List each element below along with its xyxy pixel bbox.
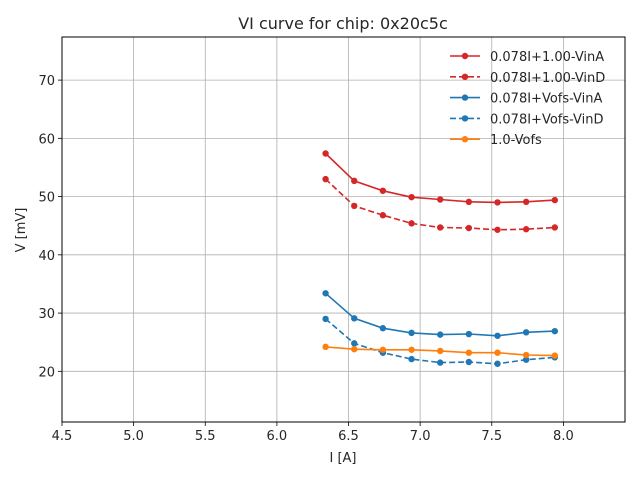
x-tick-label: 5.5: [195, 429, 216, 444]
series-line: [325, 152, 555, 204]
legend-marker: [461, 136, 469, 143]
data-point: [494, 226, 501, 233]
x-tick-label: 5.0: [123, 429, 144, 444]
legend-marker: [461, 94, 469, 101]
legend-item: 0.078I+Vofs-VinA: [450, 92, 603, 107]
legend-label: 0.078I+1.00-VinA: [490, 50, 604, 65]
x-tick-label: 6.0: [267, 429, 288, 444]
data-point: [379, 346, 387, 353]
data-point: [408, 329, 415, 337]
data-point: [522, 329, 530, 336]
data-point: [522, 351, 530, 359]
data-point: [322, 315, 329, 323]
legend-marker: [461, 73, 469, 81]
data-point: [522, 198, 530, 206]
data-point: [465, 349, 473, 356]
data-point: [351, 202, 358, 210]
x-axis-label: I [A]: [329, 451, 356, 466]
data-point: [465, 358, 473, 366]
series-4: [322, 343, 559, 359]
legend-item: 1.0-Vofs: [450, 133, 542, 148]
data-point: [408, 346, 415, 353]
data-point: [494, 199, 501, 206]
y-tick-label: 60: [38, 132, 55, 147]
series-0: [322, 150, 559, 206]
x-axis: 4.5 5.0 5.5 6.0 6.5 7.0 7.5 8.0: [52, 422, 574, 444]
legend-label: 0.078I+Vofs-VinA: [490, 92, 603, 107]
series-line: [325, 292, 555, 337]
y-tick-label: 40: [38, 249, 55, 264]
data-point: [408, 355, 415, 363]
legend-item: 0.078I+1.00-VinA: [450, 50, 604, 65]
data-point: [522, 226, 530, 233]
legend-label: 1.0-Vofs: [490, 133, 542, 148]
legend-label: 0.078I+1.00-VinD: [490, 71, 605, 86]
series-line: [325, 318, 555, 365]
y-tick-label: 20: [38, 365, 55, 380]
data-point: [351, 315, 358, 322]
data-point: [351, 177, 358, 185]
data-point: [408, 220, 415, 227]
x-tick-label: 6.5: [338, 429, 359, 444]
legend-marker: [461, 115, 469, 122]
data-point: [494, 349, 501, 356]
data-point: [522, 356, 530, 363]
data-point: [465, 330, 473, 338]
y-axis: 20 30 40 50 60 70: [38, 74, 62, 380]
data-point: [379, 212, 387, 219]
data-point: [551, 327, 559, 335]
data-point: [408, 193, 415, 201]
grid: [61, 37, 625, 422]
data-point: [322, 343, 329, 351]
data-point: [436, 196, 444, 203]
data-point: [379, 325, 387, 332]
data-point: [494, 332, 501, 339]
data-point: [351, 340, 358, 347]
y-tick-label: 50: [38, 191, 55, 206]
x-tick-label: 4.5: [52, 429, 73, 444]
x-tick-label: 7.5: [481, 429, 502, 444]
data-point: [322, 175, 329, 183]
series-layer: [322, 150, 559, 367]
y-tick-label: 70: [38, 74, 55, 89]
data-point: [494, 360, 501, 367]
data-point: [436, 224, 444, 231]
series-line: [325, 178, 555, 231]
legend-item: 0.078I+1.00-VinD: [450, 71, 605, 86]
data-point: [436, 331, 444, 338]
data-point: [551, 224, 559, 231]
legend-item: 0.078I+Vofs-VinD: [450, 112, 604, 127]
series-1: [322, 175, 559, 233]
y-tick-label: 30: [38, 307, 55, 322]
data-point: [436, 347, 444, 355]
data-point: [436, 359, 444, 366]
series-3: [322, 315, 559, 367]
axes-frame: [61, 36, 626, 423]
data-point: [322, 290, 329, 297]
series-2: [322, 290, 559, 339]
x-tick-label: 8.0: [553, 429, 574, 444]
data-point: [351, 345, 358, 353]
legend-label: 0.078I+Vofs-VinD: [490, 112, 604, 127]
data-point: [322, 150, 329, 157]
legend: 0.078I+1.00-VinA 0.078I+1.00-VinD 0.078I+V…: [450, 50, 605, 148]
data-point: [465, 224, 473, 232]
data-point: [551, 352, 559, 359]
data-point: [379, 187, 387, 194]
x-tick-label: 7.0: [410, 429, 431, 444]
data-point: [551, 196, 559, 204]
chart-title: VI curve for chip: 0x20c5c: [238, 14, 448, 33]
data-point: [465, 198, 473, 206]
y-axis-label: V [mV]: [14, 208, 29, 253]
legend-marker: [461, 52, 469, 60]
